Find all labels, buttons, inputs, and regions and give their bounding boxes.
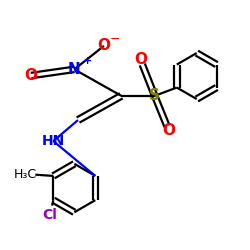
Text: O: O <box>24 68 38 83</box>
Text: +: + <box>82 56 92 66</box>
Text: Cl: Cl <box>42 208 57 222</box>
Text: O: O <box>162 123 175 138</box>
Text: −: − <box>109 32 120 46</box>
Text: O: O <box>98 38 110 54</box>
Text: HN: HN <box>42 134 65 148</box>
Text: N: N <box>68 62 81 77</box>
Text: H₃C: H₃C <box>14 168 37 181</box>
Text: O: O <box>134 52 147 68</box>
Text: S: S <box>149 88 160 103</box>
